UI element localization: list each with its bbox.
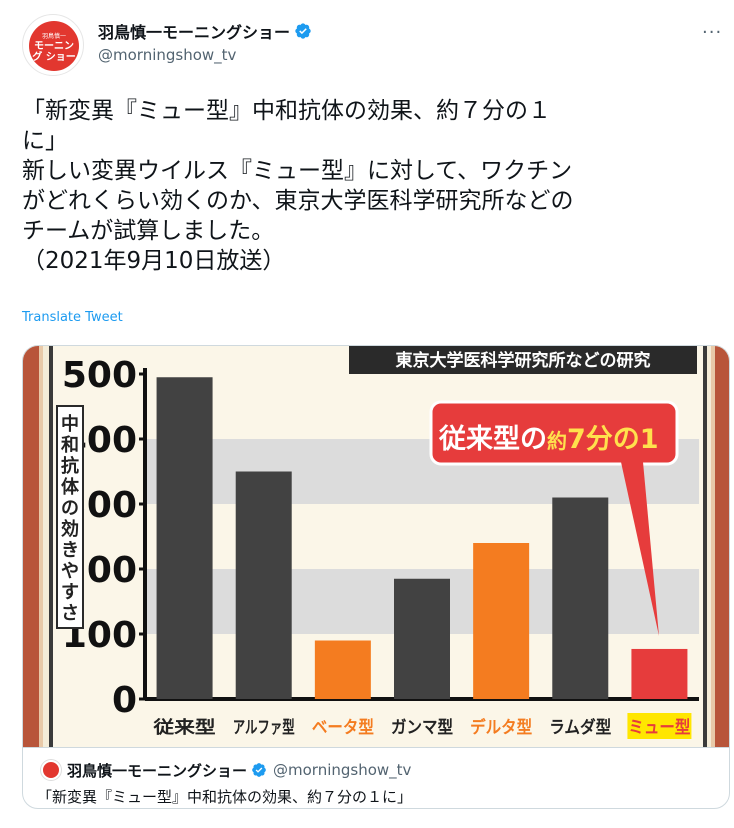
- frame-left-inner: [39, 346, 43, 747]
- tweet-line: 新しい変異ウイルス『ミュー型』に対して、ワクチン: [22, 158, 573, 184]
- y-axis-label-char: さ: [61, 603, 79, 624]
- bar-1: [235, 471, 292, 699]
- y-axis-label-char: の: [61, 498, 79, 519]
- chart-title: 東京大学医科学研究所などの研究: [396, 350, 651, 371]
- x-tick-label: ベータ型: [312, 717, 374, 738]
- verified-badge-icon: [252, 763, 266, 777]
- verified-badge-icon: [295, 23, 311, 39]
- frame-left-border: [23, 346, 39, 747]
- tweet-line: がどれくらい効くのか、東京大学医科学研究所などの: [22, 188, 574, 214]
- frame-right-inner: [711, 346, 715, 747]
- bar-5: [552, 497, 609, 699]
- bar-4: [473, 543, 530, 699]
- frame-left-line: [49, 346, 53, 747]
- tweet-line: （2021年9月10日放送）: [22, 248, 286, 274]
- tweet-media[interactable]: 0 100 200 300 400 500 従来型 アルファ型 ベータ型 ガンマ型 デルタ型 ラムダ…: [22, 345, 730, 747]
- bar-6: [631, 648, 688, 699]
- callout-text: 従来型の約7分の1: [438, 424, 659, 455]
- tweet-text: 「新変異『ミュー型』中和抗体の効果、約７分の１ に」 新しい変異ウイルス『ミュー…: [22, 96, 712, 276]
- bar-2: [314, 640, 371, 699]
- author-display-name[interactable]: 羽鳥慎一モーニングショー: [98, 23, 291, 42]
- y-axis-label-char: き: [61, 540, 79, 561]
- frame-right-border: [715, 346, 729, 747]
- callout-pointer: [621, 462, 659, 636]
- x-tick-label: ガンマ型: [391, 717, 453, 738]
- y-axis-label-char: 体: [61, 476, 80, 498]
- bar-0: [156, 377, 213, 699]
- quoted-display-name: 羽鳥慎一モーニングショー: [67, 761, 248, 780]
- author-handle[interactable]: @morningshow_tv: [98, 46, 237, 64]
- tweet-line: 「新変異『ミュー型』中和抗体の効果、約７分の１: [22, 98, 551, 124]
- y-tick-label: 0: [112, 680, 137, 721]
- quoted-text: 「新変異『ミュー型』中和抗体の効果、約７分の１に」: [37, 788, 413, 806]
- x-tick-label: ミュー型: [628, 717, 690, 738]
- quoted-author-row: 羽鳥慎一モーニングショー @morningshow_tv: [41, 760, 411, 780]
- avatar-logo-text: モーニング ショー: [32, 41, 76, 63]
- y-axis-label-char: 抗: [61, 455, 79, 477]
- translate-tweet-link[interactable]: Translate Tweet: [22, 310, 123, 325]
- callout-highlight: 7分の1: [567, 424, 659, 455]
- x-tick-label: ラムダ型: [549, 717, 611, 738]
- x-label-highlight: [627, 713, 692, 739]
- y-axis-label-char: す: [61, 582, 79, 603]
- callout-prefix: 従来型の: [438, 424, 547, 455]
- y-axis-label-char: 効: [61, 518, 79, 540]
- author-row: 羽鳥慎一モーニングショー: [98, 20, 312, 42]
- x-tick-label: アルファ型: [233, 717, 295, 738]
- y-axis-label: 中和抗体の効きやすさ: [61, 413, 80, 624]
- quoted-handle: @morningshow_tv: [273, 761, 412, 779]
- avatar[interactable]: 羽鳥慎一 モーニング ショー: [22, 14, 84, 76]
- tweet-line: チームが試算しました。: [22, 218, 275, 244]
- x-tick-label: デルタ型: [470, 717, 532, 738]
- avatar-logo-small-text: 羽鳥慎一: [41, 33, 66, 40]
- avatar-logo: 羽鳥慎一 モーニング ショー: [29, 21, 79, 71]
- ylabel-box: [56, 405, 84, 629]
- callout-box: [429, 400, 679, 466]
- callout-mid: 約: [547, 429, 567, 453]
- y-tick-label: 500: [62, 355, 137, 396]
- y-axis-label-char: や: [61, 561, 79, 582]
- y-axis-label-char: 和: [61, 435, 79, 456]
- y-axis-label-char: 中: [61, 413, 79, 435]
- quoted-tweet-card[interactable]: 羽鳥慎一モーニングショー @morningshow_tv 「新変異『ミュー型』中…: [22, 747, 730, 809]
- bar-3: [394, 578, 450, 699]
- tweet-line: に」: [22, 128, 68, 154]
- chart-title-box: [349, 346, 697, 374]
- more-options-icon[interactable]: ···: [702, 22, 723, 43]
- x-tick-label: 従来型: [152, 717, 215, 738]
- quoted-avatar: [41, 760, 61, 780]
- frame-right-line: [703, 346, 707, 747]
